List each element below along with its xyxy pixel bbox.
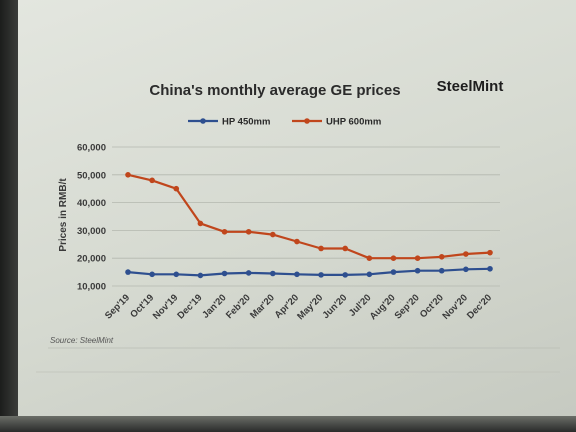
x-tick-label: Aug'20 xyxy=(368,292,398,322)
x-tick-label: Dec'19 xyxy=(175,292,204,321)
legend-marker xyxy=(200,118,206,124)
data-point xyxy=(294,238,300,245)
data-point xyxy=(463,266,469,273)
x-tick-label: Feb'20 xyxy=(224,292,253,321)
data-point xyxy=(342,245,349,252)
data-point xyxy=(438,254,445,260)
data-point xyxy=(197,272,204,279)
y-tick-label: 10,000 xyxy=(77,282,106,293)
x-tick-label: Nov'20 xyxy=(440,292,470,322)
data-point xyxy=(197,220,204,227)
y-axis-title: Prices in RMB/t xyxy=(58,178,69,252)
x-tick-label: Dec'20 xyxy=(465,292,494,321)
series-line xyxy=(127,173,491,260)
data-point xyxy=(463,251,469,257)
x-tick-label: Nov'19 xyxy=(151,292,181,322)
data-point xyxy=(221,270,228,277)
chart-title: China's monthly average GE prices xyxy=(149,82,400,99)
legend-label: UHP 600mm xyxy=(326,117,381,128)
y-tick-label: 40,000 xyxy=(77,198,106,209)
brand-logo: SteelMint xyxy=(437,78,504,95)
x-tick-label: Sep'20 xyxy=(393,292,422,321)
monitor-bezel-left xyxy=(0,0,18,432)
data-point xyxy=(414,255,421,261)
data-point xyxy=(149,271,155,278)
x-tick-label: Jun'20 xyxy=(321,292,350,321)
data-point xyxy=(438,267,445,274)
y-tick-label: 50,000 xyxy=(77,170,106,181)
data-point xyxy=(270,231,276,238)
data-point xyxy=(270,270,276,277)
legend-label: HP 450mm xyxy=(222,117,270,128)
data-point xyxy=(366,255,373,261)
chart-sheet xyxy=(18,0,576,416)
x-tick-label: Mar'20 xyxy=(248,292,277,321)
data-point xyxy=(318,272,324,278)
data-point xyxy=(294,271,300,278)
data-point xyxy=(342,272,349,278)
y-tick-label: 60,000 xyxy=(77,143,106,154)
data-point xyxy=(221,228,228,235)
data-point xyxy=(125,269,131,275)
data-point xyxy=(173,185,180,192)
data-point xyxy=(125,172,131,178)
monitor-bezel-bottom xyxy=(0,416,576,432)
x-axis-ticks: Sep'19Oct'19Nov'19Dec'19Jan'20Feb'20Mar'… xyxy=(103,292,494,322)
legend: HP 450mm UHP 600mm xyxy=(188,117,381,128)
series-hp-450mm xyxy=(125,265,493,279)
series-uhp-600mm xyxy=(125,172,493,261)
data-point xyxy=(414,267,421,274)
x-tick-label: Sep'19 xyxy=(103,292,132,321)
data-point xyxy=(149,177,155,184)
y-tick-label: 30,000 xyxy=(77,226,106,237)
source-note: Source: SteelMint xyxy=(50,336,114,345)
data-point xyxy=(318,245,324,252)
legend-marker xyxy=(304,118,310,124)
data-point xyxy=(366,271,373,278)
data-point xyxy=(173,271,180,278)
data-point xyxy=(487,265,493,272)
data-point xyxy=(390,255,397,261)
gridlines xyxy=(112,146,500,287)
x-tick-label: Jan'20 xyxy=(200,292,228,320)
data-point xyxy=(390,269,397,275)
y-tick-label: 20,000 xyxy=(77,254,106,265)
x-tick-label: May'20 xyxy=(295,292,325,322)
series-line xyxy=(127,267,491,277)
y-axis-ticks: 10,000 20,000 30,000 40,000 50,000 60,000 xyxy=(77,143,106,293)
data-point xyxy=(487,249,493,256)
data-point xyxy=(245,270,252,276)
series-group xyxy=(125,172,493,279)
data-point xyxy=(245,228,252,235)
